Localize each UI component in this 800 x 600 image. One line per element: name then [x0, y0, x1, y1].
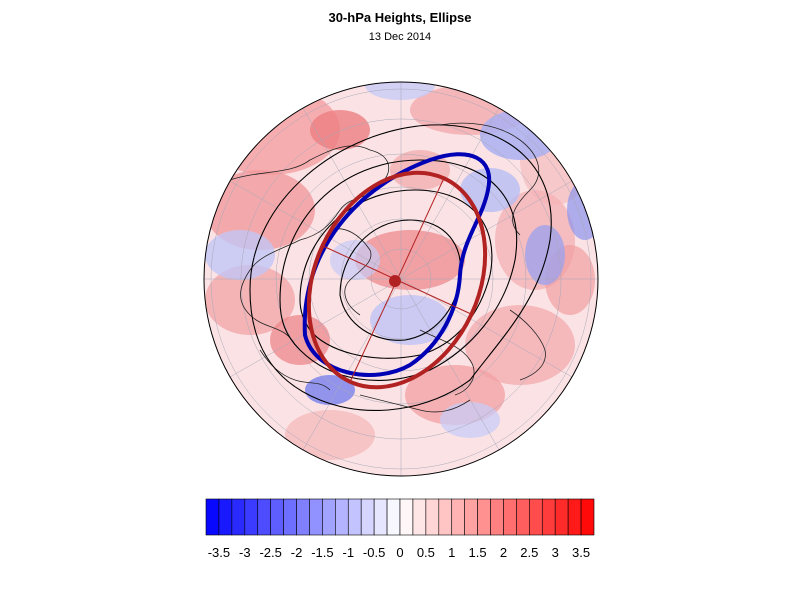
colorbar-tick-label: 0.5 — [416, 545, 435, 560]
globe-outline — [203, 81, 599, 477]
colorbar-segment — [218, 498, 233, 536]
colorbar-tick-label: 1 — [448, 545, 456, 560]
colorbar-tick-label: -3 — [239, 545, 251, 560]
colorbar-tick-label: -1.5 — [311, 545, 334, 560]
colorbar-segment — [490, 498, 504, 536]
colorbar-tick-label: -3.5 — [207, 545, 231, 560]
colorbar — [205, 498, 595, 536]
colorbar-segment — [322, 498, 336, 536]
colorbar-tick-label: 2 — [499, 545, 508, 560]
colorbar-segment — [283, 498, 297, 536]
colorbar-segment — [399, 498, 414, 536]
colorbar-segment — [464, 498, 478, 536]
colorbar-segment — [257, 498, 271, 536]
colorbar-segment — [244, 498, 259, 536]
colorbar-segment — [386, 498, 401, 536]
colorbar-tick-label: 2.5 — [520, 545, 539, 560]
coastlines — [229, 122, 546, 413]
colorbar-segment — [360, 498, 375, 536]
colorbar-segment — [347, 498, 362, 536]
colorbar-segment — [412, 498, 427, 536]
colorbar-labels: -3.5 -3 -2.5 -2 -1.5 -1 -0.5 0 0.5 1 1.5 2 2.5 3 3.5 — [0, 545, 800, 563]
ellipse-center-marker — [389, 275, 401, 287]
colorbar-segment — [270, 498, 284, 536]
colorbar-tick-label: -1 — [342, 545, 355, 560]
colorbar-tick-label: 3 — [551, 545, 559, 560]
colorbar-tick-label: -0.5 — [362, 545, 386, 560]
colorbar-segment — [503, 498, 517, 536]
colorbar-segment — [231, 498, 246, 536]
colorbar-tick-label: -2.5 — [259, 545, 282, 560]
colorbar-segment — [451, 498, 465, 536]
colorbar-segment — [516, 498, 530, 536]
colorbar-tick-label: 1.5 — [468, 545, 487, 560]
colorbar-segment — [205, 498, 220, 536]
colorbar-segment — [335, 498, 349, 536]
colorbar-segment — [567, 498, 582, 536]
map-subtitle: 13 Dec 2014 — [368, 31, 432, 43]
colorbar-segment — [554, 498, 569, 536]
colorbar-segment — [541, 498, 556, 536]
colorbar-segment — [296, 498, 310, 536]
polar-map — [203, 81, 599, 477]
fitted-ellipse — [306, 170, 488, 390]
colorbar-tick-label: 0 — [396, 545, 404, 560]
map-title: 30-hPa Heights, Ellipse — [328, 10, 472, 25]
colorbar-segment — [373, 498, 388, 536]
colorbar-tick-label: -2 — [290, 545, 303, 560]
colorbar-segment — [529, 498, 543, 536]
colorbar-tick-label: 3.5 — [572, 545, 591, 560]
colorbar-segment — [309, 498, 323, 536]
graticule — [204, 82, 598, 476]
colorbar-segment — [477, 498, 491, 536]
colorbar-segment — [580, 498, 595, 536]
colorbar-segment — [438, 498, 453, 536]
colorbar-segment — [425, 498, 440, 536]
